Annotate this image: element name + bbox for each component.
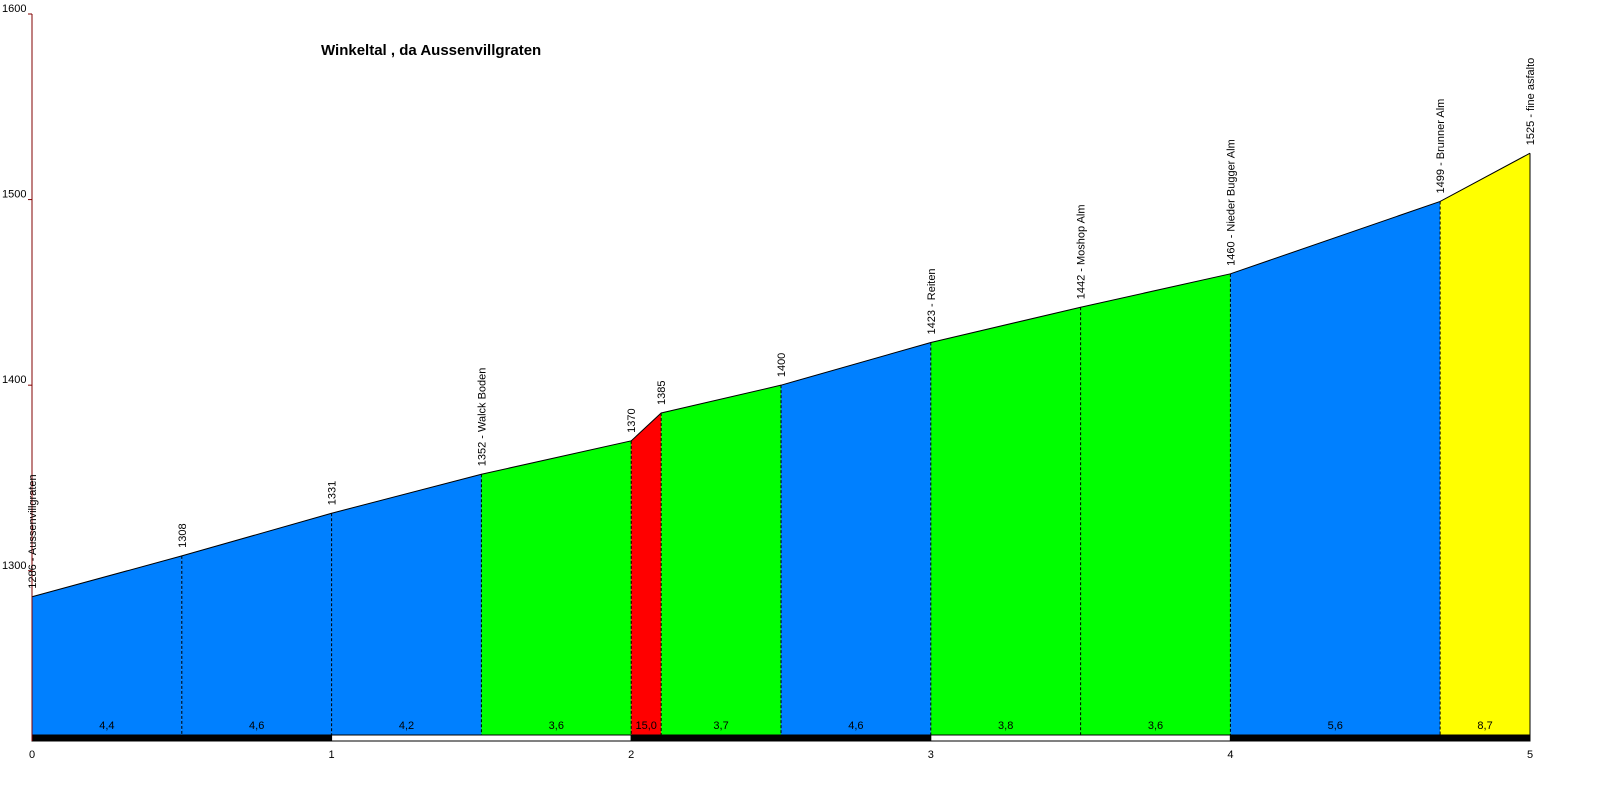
km-bar-block: [331, 734, 632, 742]
grade-label: 8,7: [1477, 720, 1492, 732]
point-label: 1385: [656, 381, 668, 405]
point-label: 1331: [327, 481, 339, 505]
km-bar-block: [930, 734, 1231, 742]
km-scale-bar: [31, 734, 1531, 742]
y-tick-label: 1600: [2, 3, 26, 15]
segment-area: [661, 385, 781, 735]
segment-area: [1440, 153, 1530, 735]
profile-line: [31, 152, 1531, 598]
grade-label: 3,6: [1148, 720, 1163, 732]
grade-label: 5,6: [1328, 720, 1343, 732]
segment-area: [481, 440, 632, 735]
grade-label: 3,8: [998, 720, 1013, 732]
point-label: 1400: [776, 353, 788, 377]
grade-label: 4,6: [249, 720, 264, 732]
grade-label: 3,7: [713, 720, 728, 732]
km-bar-block: [1229, 734, 1531, 742]
segment-area: [181, 513, 332, 735]
grade-label: 4,4: [99, 720, 114, 732]
y-tick-label: 1500: [2, 189, 26, 201]
point-label: 1499 - Brunner Alm: [1435, 99, 1447, 194]
grade-label: 4,6: [848, 720, 863, 732]
segment-area: [32, 555, 182, 735]
x-tick-label: 4: [1227, 749, 1233, 761]
grade-label: 3,6: [549, 720, 564, 732]
x-tick-label: 1: [329, 749, 335, 761]
segment-areas: [32, 153, 1530, 736]
axes: 1300 1400 1500 1600 0 1 2 3 4 5: [2, 3, 1533, 761]
km-bar-block: [630, 734, 932, 742]
segment-area: [331, 474, 482, 735]
profile-outline: [31, 152, 1531, 598]
x-tick-label: 3: [928, 749, 934, 761]
grade-label: 15,0: [635, 720, 656, 732]
segment-area: [1080, 273, 1231, 735]
point-label: 1525 - fine asfalto: [1525, 58, 1537, 145]
segment-area: [781, 342, 931, 735]
grade-labels: 4,4 4,6 4,2 3,6 15,0 3,7 4,6 3,8 3,6 5,6 8,7: [99, 720, 1492, 732]
grade-label: 4,2: [399, 720, 414, 732]
chart-title: Winkeltal , da Aussenvillgraten: [321, 42, 541, 59]
x-tick-label: 2: [628, 749, 634, 761]
point-label: 1423 - Reiten: [926, 268, 938, 334]
x-tick-label: 0: [29, 749, 35, 761]
y-tick-label: 1400: [2, 374, 26, 386]
point-label: 1460 - Nieder Bugger Alm: [1225, 139, 1237, 266]
km-bar-block: [31, 734, 333, 742]
point-label: 1286 - Aussenvillgraten: [27, 474, 39, 588]
point-label: 1442 - Moshop Alm: [1076, 204, 1088, 299]
point-label: 1308: [177, 523, 189, 547]
segment-area: [631, 413, 662, 735]
segment-area: [930, 307, 1081, 735]
segment-dividers: [181, 153, 1531, 735]
y-tick-label: 1300: [2, 560, 26, 572]
point-labels: 1286 - Aussenvillgraten 1308 1331 1352 - Wa…: [27, 58, 1537, 589]
segment-area: [1230, 201, 1441, 736]
point-label: 1370: [626, 408, 638, 432]
x-tick-label: 5: [1527, 749, 1533, 761]
point-label: 1352 - Walck Boden: [476, 368, 488, 467]
